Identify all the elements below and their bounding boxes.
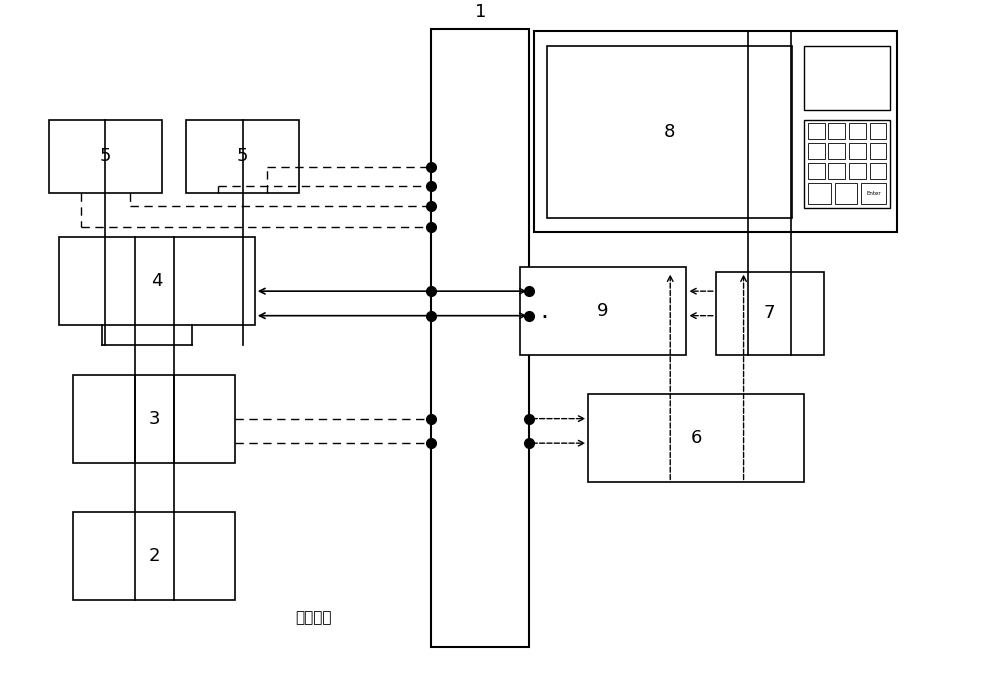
Bar <box>49 119 162 193</box>
Bar <box>870 163 886 179</box>
Bar <box>835 183 857 204</box>
Text: 4: 4 <box>151 272 163 290</box>
Bar <box>808 123 825 140</box>
Text: 2: 2 <box>149 547 160 565</box>
Bar <box>534 31 897 233</box>
Bar <box>186 119 299 193</box>
Text: 8: 8 <box>664 123 675 141</box>
Bar <box>520 267 686 355</box>
Text: .: . <box>540 299 548 323</box>
Bar <box>828 163 845 179</box>
Text: 7: 7 <box>764 304 775 322</box>
Bar <box>804 119 890 208</box>
Bar <box>716 272 824 355</box>
Bar <box>808 144 825 159</box>
Bar <box>849 163 866 179</box>
Bar <box>870 144 886 159</box>
Text: 1: 1 <box>475 3 486 22</box>
Bar <box>59 237 255 326</box>
Bar <box>431 30 529 647</box>
Bar <box>588 394 804 483</box>
Bar <box>849 144 866 159</box>
Text: 5: 5 <box>100 148 111 165</box>
Bar <box>828 144 845 159</box>
Text: Enter: Enter <box>867 191 881 196</box>
Bar <box>861 183 886 204</box>
Bar <box>828 123 845 140</box>
Text: 3: 3 <box>149 410 160 427</box>
Bar <box>804 46 890 110</box>
Bar <box>547 46 792 218</box>
Bar <box>808 183 831 204</box>
Text: 6: 6 <box>690 429 702 448</box>
Bar <box>73 512 235 600</box>
Text: 9: 9 <box>597 302 609 319</box>
Bar <box>849 123 866 140</box>
Text: 5: 5 <box>237 148 248 165</box>
Text: 转速信号: 转速信号 <box>295 610 332 625</box>
Bar <box>73 375 235 463</box>
Bar <box>808 163 825 179</box>
Bar <box>870 123 886 140</box>
